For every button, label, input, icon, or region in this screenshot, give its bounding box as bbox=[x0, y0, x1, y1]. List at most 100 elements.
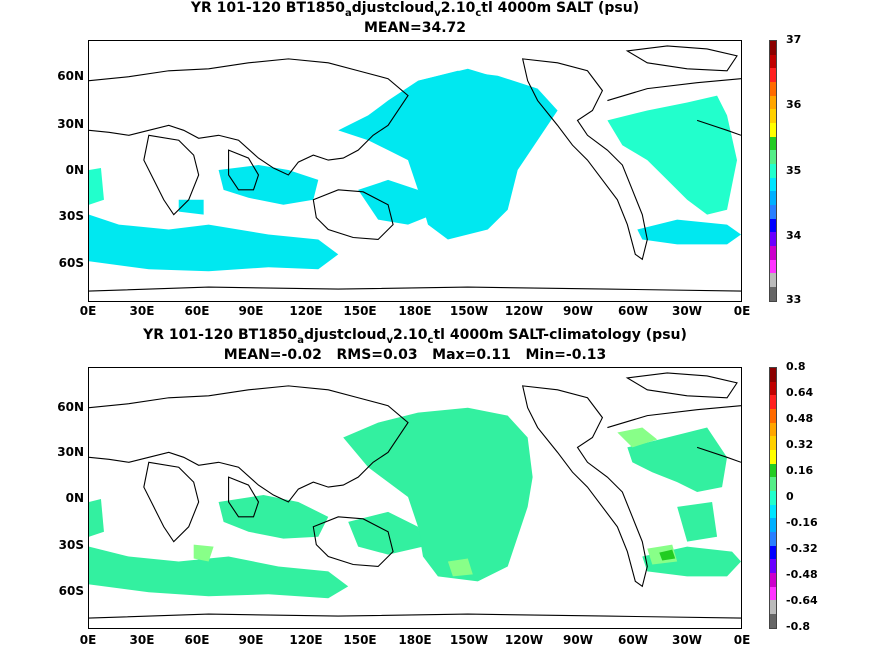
colorbar-swatch bbox=[770, 477, 776, 492]
colorbar-swatch bbox=[770, 586, 776, 601]
lon-label: 0E bbox=[79, 304, 97, 318]
panel2-lat-label-30s: 30S bbox=[58, 538, 84, 552]
lon-label: 0E bbox=[733, 304, 751, 318]
colorbar-swatch bbox=[770, 518, 776, 533]
colorbar-swatch bbox=[770, 395, 776, 410]
panel2-salinity-fill bbox=[89, 407, 741, 599]
lon-label: 30W bbox=[672, 633, 702, 647]
panel1-lat-label-60s: 60S bbox=[58, 256, 84, 270]
colorbar-swatch bbox=[770, 205, 776, 219]
colorbar-swatch bbox=[770, 545, 776, 560]
panel2-colorbar-label: -0.32 bbox=[786, 542, 818, 555]
panel1-lat-label-60n: 60N bbox=[57, 69, 84, 83]
colorbar-swatch bbox=[770, 436, 776, 451]
panel1-map-svg bbox=[89, 45, 741, 292]
lon-label: 90E bbox=[238, 304, 264, 318]
colorbar-swatch bbox=[770, 422, 776, 437]
panel2-lat-label-60n: 60N bbox=[57, 400, 84, 414]
colorbar-swatch bbox=[770, 532, 776, 546]
colorbar-swatch bbox=[770, 136, 776, 151]
panel1-title: YR 101-120 BT1850adjustcloudv2.10ctl 400… bbox=[190, 0, 640, 19]
lon-label: 0E bbox=[733, 633, 751, 647]
panel2-stats: MEAN=-0.02 RMS=0.03 Max=0.11 Min=-0.13 bbox=[223, 347, 607, 363]
lon-label: 60W bbox=[618, 304, 648, 318]
panel2-map-svg bbox=[89, 372, 741, 619]
colorbar-swatch bbox=[770, 150, 776, 165]
colorbar-swatch bbox=[770, 504, 776, 519]
colorbar-swatch bbox=[770, 191, 776, 206]
panel1-lat-label-30n: 30N bbox=[57, 117, 84, 131]
colorbar-swatch bbox=[770, 491, 776, 505]
lon-label: 180E bbox=[398, 633, 432, 647]
panel2-title: YR 101-120 BT1850adjustcloudv2.10ctl 400… bbox=[143, 327, 687, 346]
panel2-colorbar-label: -0.64 bbox=[786, 594, 818, 607]
colorbar-swatch bbox=[770, 614, 776, 628]
lon-label: 0E bbox=[79, 633, 97, 647]
panel2-colorbar-label: 0.48 bbox=[786, 412, 814, 425]
colorbar-swatch bbox=[770, 600, 776, 615]
lon-label: 60E bbox=[184, 304, 210, 318]
lon-label: 150W bbox=[449, 633, 489, 647]
lon-label: 90W bbox=[563, 304, 593, 318]
panel1-lat-label-30s: 30S bbox=[58, 209, 84, 223]
panel1-lat-label-0n: 0N bbox=[65, 163, 84, 177]
lon-label: 90E bbox=[238, 633, 264, 647]
lon-label: 60E bbox=[184, 633, 210, 647]
lon-label: 120E bbox=[289, 304, 323, 318]
lon-label: 120E bbox=[289, 633, 323, 647]
panel2-salinity-fill-dark bbox=[659, 549, 676, 561]
panel1-colorbar-label: 34 bbox=[786, 229, 802, 242]
panel2-colorbar-label: 0.16 bbox=[786, 464, 814, 477]
panel1-map bbox=[88, 40, 742, 302]
colorbar-swatch bbox=[770, 95, 776, 110]
colorbar-swatch bbox=[770, 381, 776, 396]
panel1-colorbar bbox=[769, 40, 777, 302]
panel1-colorbar-label: 35 bbox=[786, 164, 802, 177]
lon-label: 30E bbox=[129, 633, 155, 647]
lon-label: 180E bbox=[398, 304, 432, 318]
lon-label: 30W bbox=[672, 304, 702, 318]
colorbar-swatch bbox=[770, 123, 776, 137]
colorbar-swatch bbox=[770, 218, 776, 233]
lon-label: 150W bbox=[449, 304, 489, 318]
colorbar-swatch bbox=[770, 177, 776, 192]
panel2-colorbar-label: 0.8 bbox=[786, 360, 806, 373]
lon-label: 150E bbox=[343, 633, 377, 647]
panel1-colorbar-label: 37 bbox=[786, 33, 802, 46]
lon-label: 30E bbox=[129, 304, 155, 318]
panel2-lat-label-60s: 60S bbox=[58, 584, 84, 598]
panel1-salinity-fill bbox=[89, 68, 741, 272]
panel1-colorbar-label: 33 bbox=[786, 293, 802, 306]
panel2-colorbar-label: 0.32 bbox=[786, 438, 814, 451]
colorbar-swatch bbox=[770, 164, 776, 178]
panel2-coastlines bbox=[89, 372, 741, 619]
panel1-colorbar-label: 36 bbox=[786, 98, 802, 111]
colorbar-swatch bbox=[770, 232, 776, 247]
colorbar-swatch bbox=[770, 246, 776, 260]
lon-label: 150E bbox=[343, 304, 377, 318]
panel2-lat-label-30n: 30N bbox=[57, 445, 84, 459]
colorbar-swatch bbox=[770, 259, 776, 274]
lon-label: 60W bbox=[618, 633, 648, 647]
panel2-colorbar bbox=[769, 367, 777, 629]
colorbar-swatch bbox=[770, 41, 776, 55]
lon-label: 120W bbox=[504, 304, 544, 318]
panel1-salinity-fill-secondary bbox=[89, 95, 738, 215]
colorbar-swatch bbox=[770, 287, 776, 301]
panel2-lat-label-0n: 0N bbox=[65, 491, 84, 505]
panel2-colorbar-label: 0.64 bbox=[786, 386, 814, 399]
panel1-coastlines bbox=[89, 45, 741, 292]
colorbar-swatch bbox=[770, 273, 776, 288]
panel2-colorbar-label: -0.48 bbox=[786, 568, 818, 581]
panel2-colorbar-label: -0.16 bbox=[786, 516, 818, 529]
colorbar-swatch bbox=[770, 450, 776, 464]
colorbar-swatch bbox=[770, 368, 776, 382]
colorbar-swatch bbox=[770, 54, 776, 69]
panel2-colorbar-label: 0 bbox=[786, 490, 794, 503]
colorbar-swatch bbox=[770, 463, 776, 478]
colorbar-swatch bbox=[770, 109, 776, 124]
colorbar-swatch bbox=[770, 409, 776, 423]
colorbar-swatch bbox=[770, 82, 776, 96]
panel1-stats: MEAN=34.72 bbox=[363, 20, 467, 36]
colorbar-swatch bbox=[770, 559, 776, 574]
